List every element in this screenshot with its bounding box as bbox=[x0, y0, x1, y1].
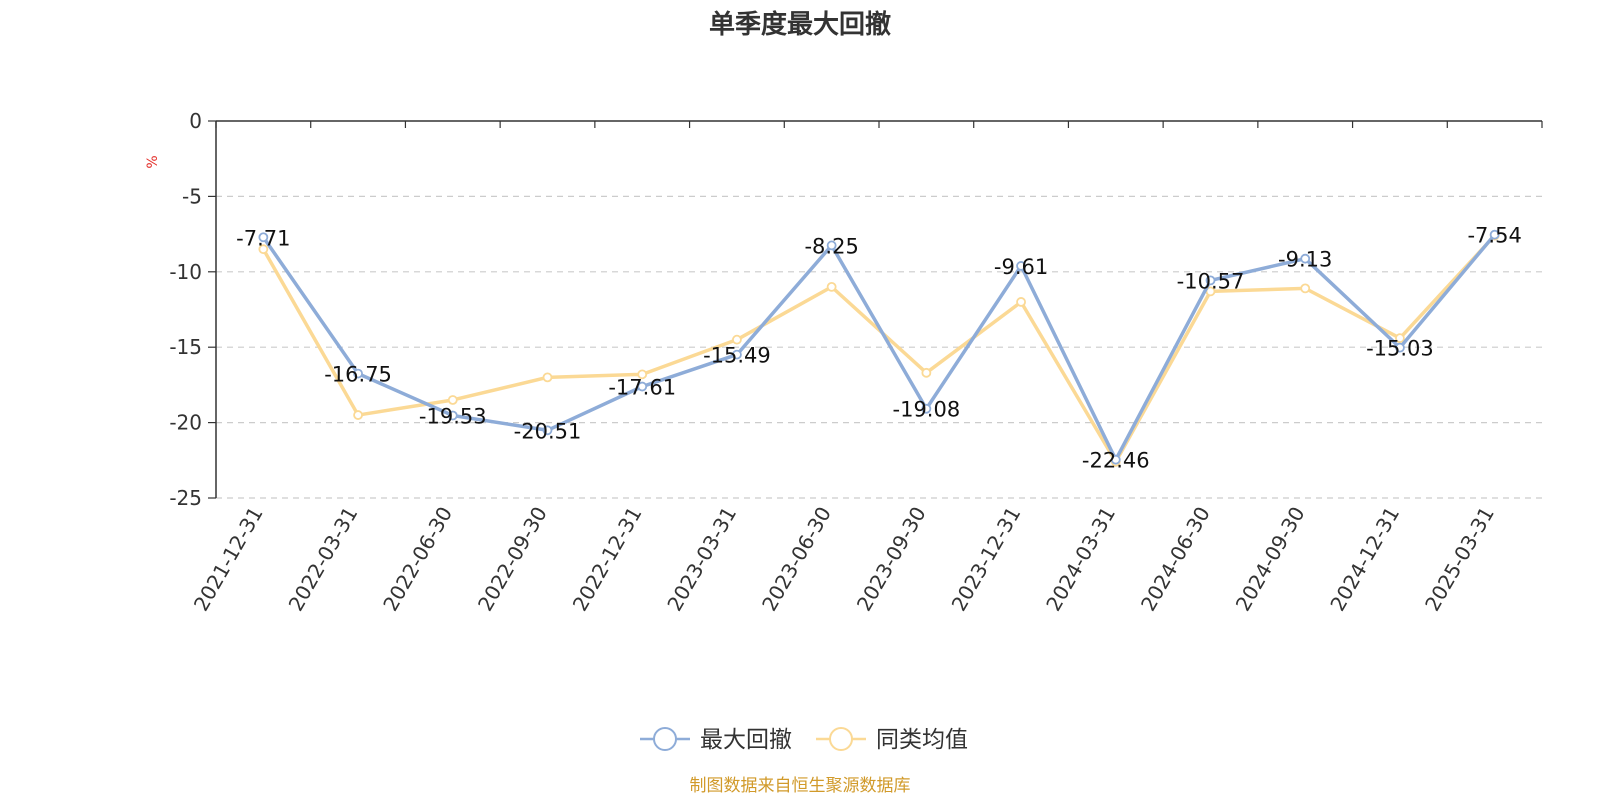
y-tick-label: 0 bbox=[189, 109, 202, 133]
series-point bbox=[637, 369, 648, 380]
series-point bbox=[542, 372, 553, 383]
series-point bbox=[1395, 342, 1405, 353]
series-point bbox=[1300, 283, 1311, 294]
series-point bbox=[542, 425, 553, 436]
series-point bbox=[921, 367, 932, 378]
series-point bbox=[1016, 297, 1026, 307]
series-point bbox=[353, 368, 363, 379]
series-point bbox=[1110, 454, 1121, 465]
x-tick-label: 2023-12-31 bbox=[946, 503, 1025, 616]
legend-label: 同类均值 bbox=[876, 727, 968, 753]
legend-marker bbox=[829, 727, 853, 751]
series-point bbox=[732, 334, 742, 345]
y-tick-label: -10 bbox=[169, 260, 202, 284]
grid-lines bbox=[216, 195, 1542, 499]
data-label: -15.49 bbox=[703, 344, 771, 368]
data-label: -19.53 bbox=[419, 405, 487, 429]
x-tick-label: 2023-03-31 bbox=[662, 503, 741, 616]
x-tick-label: 2023-09-30 bbox=[852, 503, 931, 616]
series-point bbox=[1016, 261, 1026, 271]
data-label: -15.03 bbox=[1366, 337, 1434, 361]
series-point bbox=[1205, 275, 1216, 286]
series-point bbox=[447, 410, 458, 421]
x-tick-label: 2025-03-31 bbox=[1420, 503, 1499, 616]
series-layer bbox=[258, 229, 1500, 467]
y-tick-label: -20 bbox=[169, 411, 202, 435]
series-point bbox=[732, 349, 742, 360]
series-point bbox=[826, 281, 837, 292]
series-point bbox=[1300, 253, 1311, 264]
source-note: 制图数据来自恒生聚源数据库 bbox=[690, 776, 911, 796]
x-tick-label: 2022-06-30 bbox=[378, 503, 457, 616]
x-tick-label: 2024-06-30 bbox=[1136, 503, 1215, 616]
series-point bbox=[921, 403, 932, 414]
data-label: -20.51 bbox=[514, 419, 582, 443]
x-tick-label: 2022-03-31 bbox=[283, 503, 362, 616]
data-label: -17.61 bbox=[608, 376, 676, 400]
data-label: -16.75 bbox=[324, 363, 392, 387]
series-point bbox=[826, 240, 837, 251]
series-point bbox=[258, 232, 269, 243]
legend-label: 最大回撤 bbox=[700, 727, 792, 753]
series-line bbox=[261, 233, 1496, 462]
x-tick-label: 2023-06-30 bbox=[757, 503, 836, 616]
legend[interactable]: 最大回撤 同类均值 bbox=[640, 727, 968, 753]
data-label: -9.61 bbox=[994, 255, 1048, 279]
data-label: -8.25 bbox=[804, 234, 858, 258]
data-label: -10.57 bbox=[1177, 269, 1245, 293]
series-point bbox=[1489, 229, 1500, 240]
data-label: -7.54 bbox=[1467, 224, 1521, 248]
legend-item-1[interactable]: 最大回撤 bbox=[640, 727, 792, 753]
data-label: -9.13 bbox=[1278, 248, 1332, 272]
data-label: -22.46 bbox=[1082, 449, 1150, 473]
x-tick-label: 2022-09-30 bbox=[473, 503, 552, 616]
x-tick-label: 2024-12-31 bbox=[1325, 503, 1404, 616]
series-point bbox=[258, 244, 269, 255]
legend-item-2[interactable]: 同类均值 bbox=[816, 727, 968, 753]
chart-title: 单季度最大回撤 bbox=[709, 9, 891, 40]
y-axis-unit-label: % bbox=[145, 155, 161, 168]
y-tick-label: -25 bbox=[169, 486, 202, 510]
x-tick-label: 2021-12-31 bbox=[189, 503, 268, 616]
series-point bbox=[637, 381, 648, 392]
legend-marker bbox=[653, 727, 677, 751]
data-labels: -7.71 -16.75 -19.53 -20.51 -17.61 -15.49 -8.25… bbox=[236, 224, 1522, 473]
data-label: -7.71 bbox=[236, 226, 290, 250]
series-point bbox=[353, 410, 363, 420]
series-point bbox=[1395, 333, 1405, 344]
x-tick-label: 2022-12-31 bbox=[568, 503, 647, 616]
y-tick-label: -15 bbox=[169, 335, 202, 359]
x-tick-label: 2024-09-30 bbox=[1231, 503, 1310, 616]
data-label: -19.08 bbox=[893, 398, 961, 422]
x-tick-label: 2024-03-31 bbox=[1041, 503, 1120, 616]
series-point bbox=[447, 395, 458, 405]
y-tick-label: -5 bbox=[182, 184, 202, 208]
series-1 bbox=[258, 229, 1500, 465]
